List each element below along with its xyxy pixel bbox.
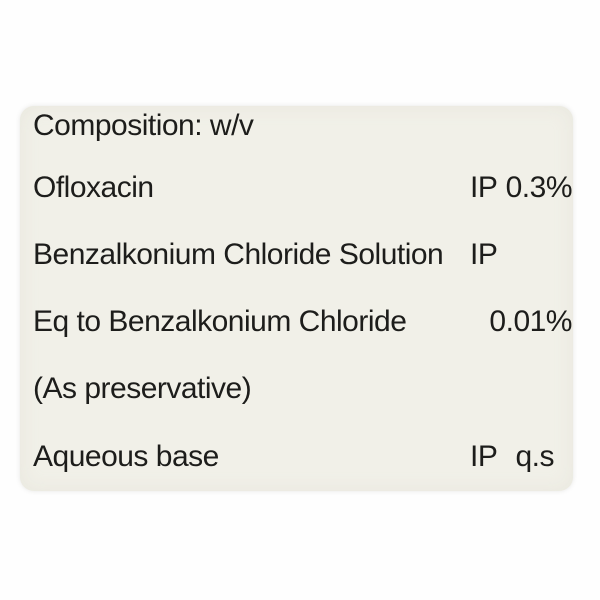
pharmacopeia-standard: IP xyxy=(470,171,498,204)
ingredient-row-eq-benzalkonium: Eq to Benzalkonium Chloride 0.01% xyxy=(33,307,572,341)
composition-label: Composition: w/v Ofloxacin IP 0.3% Benza… xyxy=(20,106,573,491)
ingredient-value: 0.3% xyxy=(505,171,573,204)
composition-heading-row: Composition: w/v xyxy=(33,111,572,145)
preservative-note-row: (As preservative) xyxy=(33,374,572,408)
ingredient-row-aqueous-base: Aqueous base IP q.s xyxy=(33,442,572,476)
preservative-note: (As preservative) xyxy=(33,372,252,405)
ingredient-name: Eq to Benzalkonium Chloride xyxy=(33,305,407,338)
composition-heading: Composition: w/v xyxy=(33,109,254,142)
ingredient-row-benzalkonium: Benzalkonium Chloride Solution IP xyxy=(33,240,572,274)
ingredient-value: q.s xyxy=(515,440,554,473)
ingredient-name: Aqueous base xyxy=(33,440,219,473)
ingredient-row-ofloxacin: Ofloxacin IP 0.3% xyxy=(33,171,573,207)
ingredient-name: Ofloxacin xyxy=(33,171,154,204)
ingredient-name: Benzalkonium Chloride Solution xyxy=(33,238,444,271)
pharmacopeia-standard: IP xyxy=(470,440,498,473)
ingredient-value: 0.01% xyxy=(489,305,572,338)
pharmacopeia-standard: IP xyxy=(470,238,498,271)
